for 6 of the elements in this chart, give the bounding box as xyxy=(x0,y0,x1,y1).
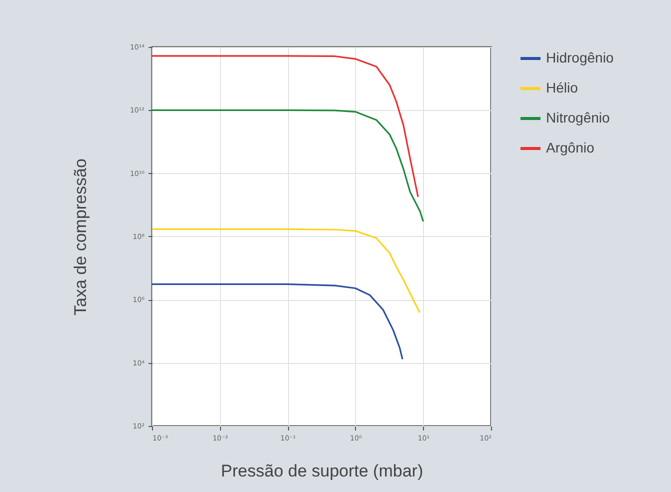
x-axis-title: Pressão de suporte (mbar) xyxy=(220,462,424,480)
legend-label: Nitrogênio xyxy=(546,110,610,126)
legend-label: Hélio xyxy=(546,80,578,96)
legend-label: Hidrogênio xyxy=(546,50,614,66)
y-axis-title: Taxa de compressão xyxy=(70,158,90,316)
legend-label: Argônio xyxy=(546,140,594,156)
